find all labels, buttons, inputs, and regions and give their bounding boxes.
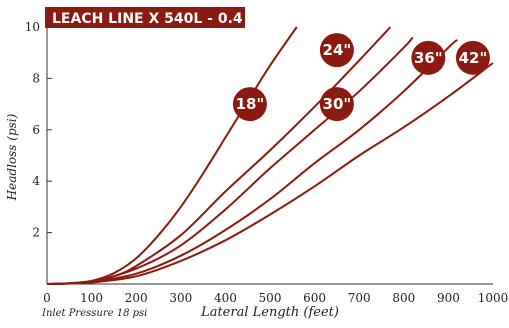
series-labels: 18" 24" 30" 36" 42" bbox=[232, 33, 490, 122]
y-tick-label: 10 bbox=[25, 20, 40, 34]
x-tick-label: 800 bbox=[392, 291, 415, 305]
y-tick-label: 4 bbox=[32, 174, 40, 188]
y-tick-label: 2 bbox=[32, 226, 40, 240]
series-label-badge: 30" bbox=[319, 87, 354, 122]
x-tick-label: 300 bbox=[169, 291, 192, 305]
badge-text: 36" bbox=[414, 49, 443, 67]
chart-title: LEACH LINE X 540L - 0.4 GPH bbox=[52, 11, 281, 27]
x-tick-label: 400 bbox=[214, 291, 237, 305]
series-line-3 bbox=[46, 36, 414, 285]
x-tick-label: 100 bbox=[80, 291, 103, 305]
inlet-pressure-note: Inlet Pressure 18 psi bbox=[41, 308, 147, 319]
x-tick-label: 900 bbox=[437, 291, 460, 305]
badge-text: 42" bbox=[459, 49, 488, 67]
badge-text: 30" bbox=[323, 95, 352, 113]
badge-text: 24" bbox=[323, 41, 352, 59]
series-label-badge: 18" bbox=[232, 87, 267, 122]
y-axis-label: Headloss (psi) bbox=[5, 113, 19, 201]
badge-circle bbox=[455, 40, 490, 75]
x-tick-label: 1000 bbox=[478, 291, 509, 305]
y-tick-label: 8 bbox=[32, 71, 40, 85]
series-label-badge: 24" bbox=[319, 33, 354, 68]
badge-circle bbox=[319, 33, 354, 68]
badge-circle bbox=[232, 87, 267, 122]
x-tick-label: 200 bbox=[125, 291, 148, 305]
title-banner bbox=[45, 7, 245, 28]
series-lines bbox=[46, 26, 494, 285]
y-tick-label: 6 bbox=[32, 123, 40, 137]
plot-area bbox=[46, 27, 493, 285]
x-axis-label: Lateral Length (feet) bbox=[200, 305, 339, 320]
x-tick-label: 600 bbox=[303, 291, 326, 305]
y-axis: 2 4 6 8 10 bbox=[25, 20, 52, 240]
x-tick-label: 0 bbox=[43, 291, 51, 305]
series-label-badge: 42" bbox=[455, 40, 490, 75]
series-line-1 bbox=[46, 26, 298, 285]
badge-circle bbox=[411, 40, 446, 75]
x-tick-label: 700 bbox=[348, 291, 371, 305]
x-axis: 0 100 200 300 400 500 600 700 800 900 1000 bbox=[43, 291, 508, 305]
series-line-4 bbox=[46, 39, 458, 285]
badge-circle bbox=[319, 87, 354, 122]
series-line-5 bbox=[46, 62, 494, 285]
x-tick-label: 500 bbox=[259, 291, 282, 305]
series-label-badge: 36" bbox=[411, 40, 446, 75]
badge-text: 18" bbox=[236, 95, 265, 113]
